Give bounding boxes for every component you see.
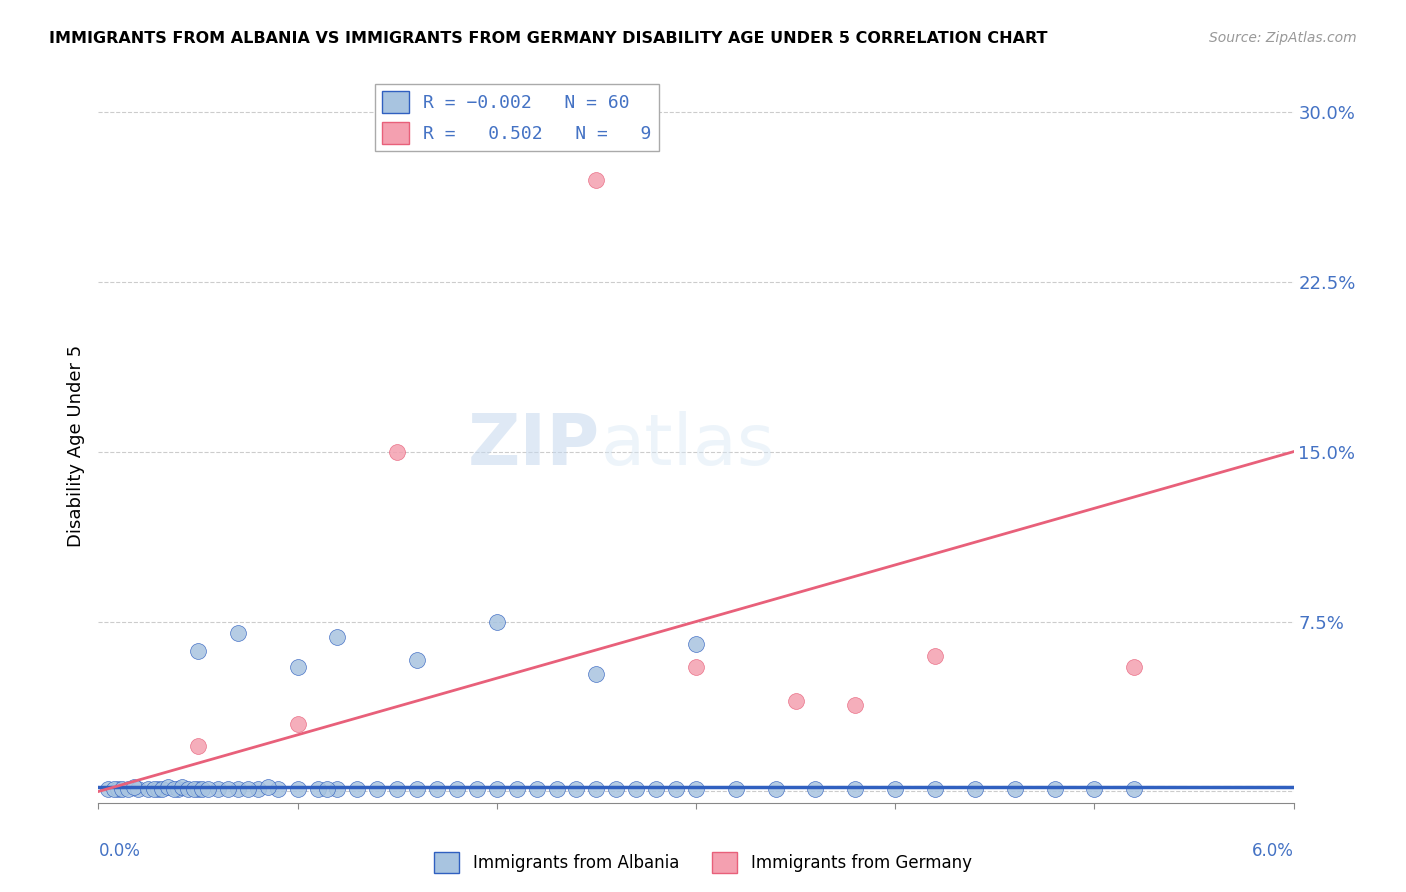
Point (1004, 782, 1026, 797)
Point (605, 782, 627, 797)
Point (546, 782, 568, 797)
Point (804, 782, 827, 797)
Point (565, 782, 588, 797)
Point (246, 782, 269, 797)
Point (465, 782, 488, 797)
Point (1083, 782, 1105, 797)
Point (150, 782, 173, 797)
Point (665, 782, 688, 797)
Point (191, 782, 214, 797)
Point (172, 780, 194, 794)
Text: Source: ZipAtlas.com: Source: ZipAtlas.com (1209, 31, 1357, 45)
Point (111, 782, 134, 797)
Point (765, 782, 787, 797)
Point (143, 782, 166, 797)
Point (485, 615, 508, 629)
Point (236, 782, 259, 797)
Point (626, 782, 648, 797)
Point (924, 782, 946, 797)
Point (1043, 782, 1066, 797)
Point (217, 782, 239, 797)
Point (197, 782, 219, 797)
Point (585, 666, 607, 681)
Point (287, 716, 309, 731)
Point (207, 782, 229, 797)
Point (1123, 660, 1146, 674)
Point (685, 782, 707, 797)
Point (585, 173, 607, 187)
Point (307, 782, 329, 797)
Point (526, 782, 548, 797)
Point (183, 782, 205, 797)
Point (884, 782, 907, 797)
Point (287, 660, 309, 674)
Point (187, 644, 209, 658)
Point (406, 782, 429, 797)
Point (97, 782, 120, 797)
Point (645, 782, 668, 797)
Point (844, 782, 866, 797)
Text: atlas: atlas (600, 411, 775, 481)
Point (1123, 782, 1146, 797)
Text: ZIP: ZIP (468, 411, 600, 481)
Point (117, 782, 139, 797)
Text: 6.0%: 6.0% (1251, 842, 1294, 860)
Point (446, 782, 468, 797)
Point (267, 782, 290, 797)
Point (426, 782, 449, 797)
Point (385, 782, 409, 797)
Point (167, 782, 190, 797)
Text: IMMIGRANTS FROM ALBANIA VS IMMIGRANTS FROM GERMANY DISABILITY AGE UNDER 5 CORREL: IMMIGRANTS FROM ALBANIA VS IMMIGRANTS FR… (49, 31, 1047, 46)
Point (316, 782, 339, 797)
Point (685, 660, 707, 674)
Point (346, 782, 368, 797)
Point (124, 780, 146, 794)
Point (844, 698, 866, 713)
Legend: R = −0.002   N = 60, R =   0.502   N =   9: R = −0.002 N = 60, R = 0.502 N = 9 (374, 84, 659, 152)
Text: 0.0%: 0.0% (98, 842, 141, 860)
Point (287, 782, 309, 797)
Point (103, 782, 125, 797)
Point (187, 739, 209, 754)
Point (187, 782, 209, 797)
Point (163, 782, 186, 797)
Point (724, 782, 747, 797)
Point (385, 444, 409, 458)
Point (177, 782, 200, 797)
Point (157, 780, 180, 794)
Point (326, 782, 349, 797)
Point (107, 782, 129, 797)
Point (585, 782, 607, 797)
Point (148, 782, 170, 797)
Point (136, 782, 159, 797)
Point (226, 626, 249, 640)
Point (326, 631, 349, 645)
Point (506, 782, 529, 797)
Point (785, 694, 807, 708)
Point (406, 653, 429, 667)
Point (924, 648, 946, 663)
Point (127, 782, 149, 797)
Point (485, 782, 508, 797)
Legend: Immigrants from Albania, Immigrants from Germany: Immigrants from Albania, Immigrants from… (427, 846, 979, 880)
Point (366, 782, 388, 797)
Point (256, 780, 278, 794)
Point (685, 637, 707, 651)
Point (226, 782, 249, 797)
Y-axis label: Disability Age Under 5: Disability Age Under 5 (66, 345, 84, 547)
Point (963, 782, 986, 797)
